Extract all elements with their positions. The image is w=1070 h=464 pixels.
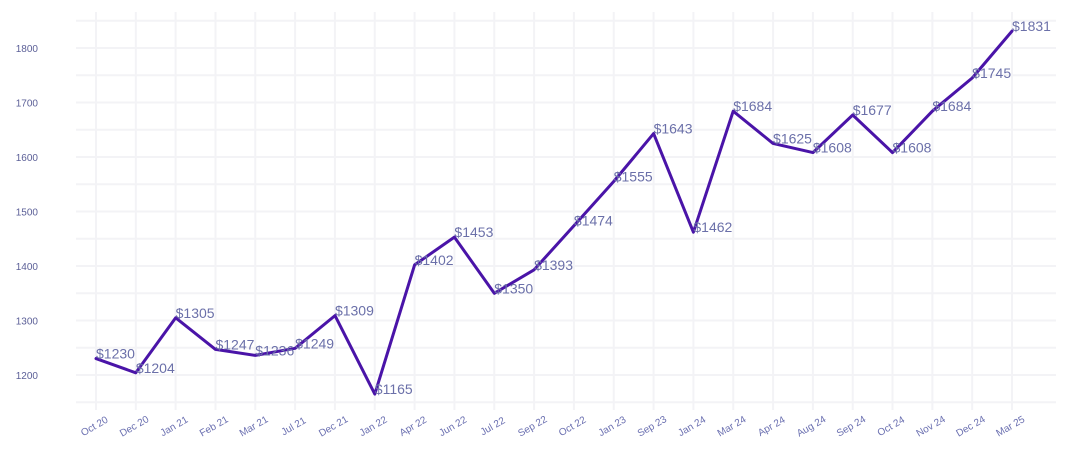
x-tick-label: Dec 24 [954, 414, 987, 440]
data-label: $1831 [1012, 18, 1051, 34]
data-labels: $1230$1204 $1305$1247 $1236 $1249$1309 $1165… [96, 18, 1051, 397]
x-tick-label: Jul 21 [280, 415, 309, 438]
x-tick-label: Nov 24 [915, 414, 948, 440]
data-label: $1453 [454, 224, 493, 240]
data-label: $1474 [574, 213, 613, 229]
data-label: $1555 [614, 169, 653, 185]
x-tick-label: Jan 23 [597, 414, 629, 439]
y-tick-label: 1500 [16, 208, 39, 219]
x-tick-label: Mar 25 [995, 414, 1028, 439]
data-label: $1608 [813, 140, 852, 156]
data-label: $1684 [733, 98, 772, 114]
x-tick-label: Mar 21 [238, 414, 271, 439]
x-tick-label: Oct 22 [557, 414, 588, 438]
grid [76, 12, 1056, 410]
x-tick-label: Aug 24 [795, 414, 828, 440]
x-tick-label: Sep 24 [835, 414, 868, 440]
data-label: $1608 [893, 140, 932, 156]
x-tick-label: Dec 20 [118, 414, 151, 440]
x-axis-ticks: Oct 20 Dec 20 Jan 21 Feb 21 Mar 21 Jul 21 Dec … [79, 414, 1027, 440]
data-label: $1402 [415, 252, 454, 268]
data-label: $1684 [932, 98, 971, 114]
y-tick-label: 1300 [16, 317, 39, 328]
x-tick-label: Dec 21 [317, 414, 350, 440]
x-tick-label: Jul 22 [479, 415, 508, 438]
data-label: $1247 [215, 336, 254, 352]
y-tick-label: 1800 [16, 44, 39, 55]
data-label: $1236 [255, 342, 294, 358]
y-tick-label: 1700 [16, 99, 39, 110]
data-label: $1165 [375, 381, 413, 397]
y-axis-ticks: 1200 1300 1400 1500 1600 1700 1800 [16, 44, 39, 382]
data-label: $1305 [176, 305, 215, 321]
data-label: $1643 [654, 121, 693, 137]
x-tick-label: Sep 23 [636, 414, 669, 440]
x-tick-label: Oct 20 [79, 414, 110, 438]
x-tick-label: Feb 21 [198, 414, 231, 439]
data-label: $1393 [534, 257, 573, 273]
x-tick-label: Jan 21 [159, 414, 191, 439]
y-tick-label: 1600 [16, 153, 39, 164]
x-tick-label: Apr 22 [398, 414, 429, 438]
x-tick-label: Apr 24 [756, 414, 787, 438]
y-tick-label: 1400 [16, 262, 39, 273]
data-label: $1677 [853, 102, 892, 118]
data-label: $1309 [335, 303, 374, 319]
data-label: $1625 [773, 130, 812, 146]
x-tick-label: Oct 24 [876, 414, 907, 438]
data-label: $1350 [494, 280, 533, 296]
data-label: $1249 [295, 335, 334, 351]
x-tick-label: Jan 22 [358, 414, 390, 439]
series-line [94, 29, 1014, 396]
x-tick-label: Jun 22 [437, 414, 469, 439]
y-tick-label: 1200 [16, 371, 39, 382]
series-lines [94, 29, 1014, 396]
x-tick-label: Sep 22 [516, 414, 549, 440]
data-label: $1462 [693, 219, 732, 235]
data-label: $1745 [972, 65, 1011, 81]
data-label: $1204 [136, 360, 175, 376]
x-tick-label: Jan 24 [676, 414, 708, 439]
x-tick-label: Mar 24 [716, 414, 749, 439]
data-label: $1230 [96, 346, 135, 362]
